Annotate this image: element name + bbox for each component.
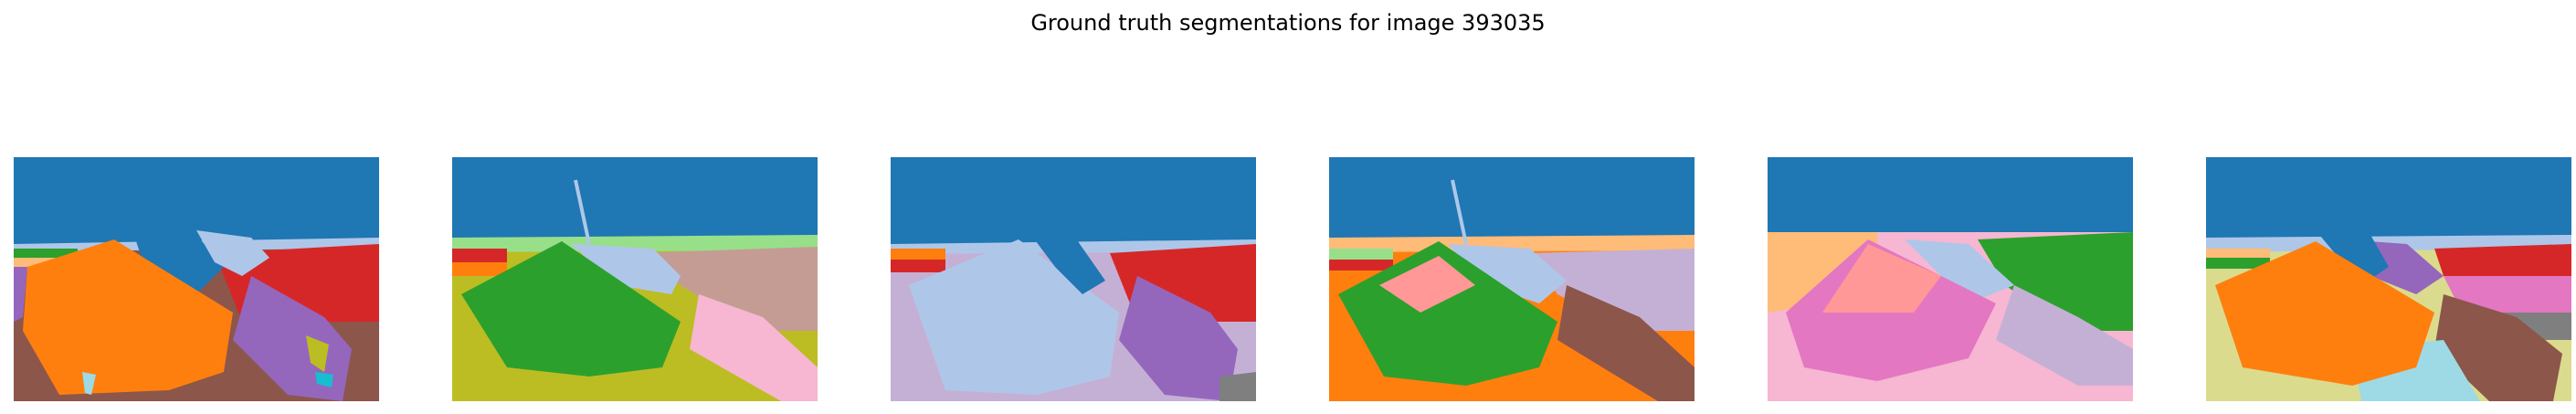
- cyan-patch: [315, 372, 333, 387]
- green-region: [1978, 232, 2133, 331]
- segmentation-map-2: [452, 157, 818, 401]
- shore-green: [1329, 249, 1393, 260]
- horizon-orange: [1329, 235, 1694, 252]
- sky-region: [891, 157, 1256, 244]
- lavender-boat: [1996, 285, 2133, 386]
- sky-region: [14, 157, 379, 244]
- segmentation-panel-6: [2206, 157, 2571, 401]
- orange-boat: [23, 239, 233, 395]
- segmentation-map-4: [1329, 157, 1694, 401]
- segmentation-panel-3: [891, 157, 1256, 401]
- shore-red: [1329, 260, 1393, 271]
- pink-patch: [1822, 244, 1941, 313]
- segmentation-map-5: [1768, 157, 2133, 401]
- boat-cabin: [1448, 244, 1567, 303]
- pink-patch: [1379, 256, 1475, 313]
- mast-line: [1451, 179, 1468, 245]
- cyan-speck: [82, 372, 96, 395]
- shore-orange: [452, 262, 507, 276]
- gray-corner: [1219, 372, 1256, 401]
- segmentation-map-6: [2206, 157, 2571, 401]
- purple-boat: [1119, 276, 1238, 401]
- boat-cabin: [196, 230, 269, 276]
- segmentation-panel-2: [452, 157, 818, 401]
- figure-title: Ground truth segmentations for image 393…: [1030, 10, 1546, 36]
- horizon-green: [452, 235, 818, 252]
- lavender-region: [1530, 249, 1694, 331]
- sky-region: [1768, 157, 2133, 232]
- shore-orange: [2206, 249, 2270, 258]
- left-purple: [14, 267, 27, 322]
- olive-patch: [306, 335, 329, 372]
- segmentation-panel-4: [1329, 157, 1694, 401]
- sky-intrusion: [1028, 230, 1105, 294]
- red-strip: [2434, 244, 2571, 276]
- pink-boat: [690, 294, 818, 401]
- segmentation-map-1: [14, 157, 379, 401]
- magenta-strip: [2444, 276, 2571, 313]
- mast-line: [574, 179, 591, 245]
- brown-boat: [1557, 285, 1694, 401]
- segmentation-panel-1: [14, 157, 379, 401]
- brown-boat: [2434, 294, 2562, 401]
- shore-red: [452, 249, 507, 262]
- rosy-region: [635, 247, 818, 331]
- green-boat: [461, 241, 681, 377]
- orange-boat: [2215, 241, 2434, 386]
- shore-green: [14, 249, 78, 258]
- sky-region: [452, 157, 818, 238]
- segmentation-panel-5: [1768, 157, 2133, 401]
- shore-red: [891, 260, 945, 272]
- sky-region: [1329, 157, 1694, 238]
- segmentation-map-3: [891, 157, 1256, 401]
- boat-cabin: [571, 244, 681, 294]
- green-boat: [1338, 241, 1557, 386]
- sky-intrusion: [2316, 230, 2389, 285]
- sky-region: [2206, 157, 2571, 238]
- shore-green: [2206, 258, 2270, 269]
- shore-orange: [891, 249, 945, 260]
- boat-cabin: [1905, 239, 2014, 303]
